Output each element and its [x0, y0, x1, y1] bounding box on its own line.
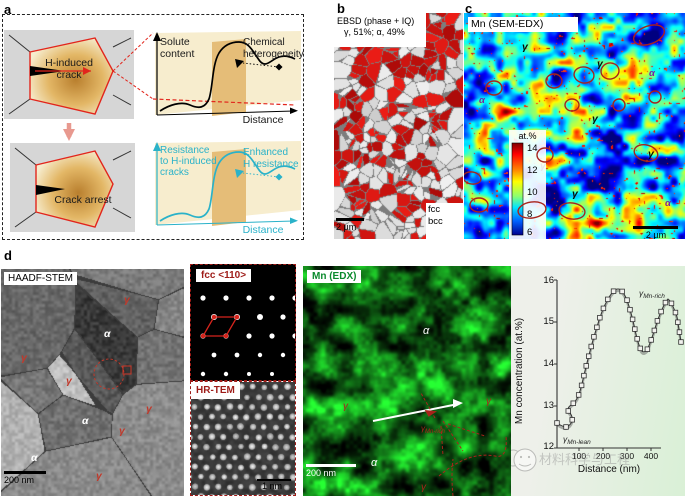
svg-text:400: 400	[644, 451, 658, 461]
svg-text:α: α	[423, 325, 430, 337]
svg-text:cracks: cracks	[160, 167, 189, 178]
svg-text:γ: γ	[343, 401, 349, 412]
svg-text:α: α	[31, 452, 38, 464]
svg-text:γMn-lean: γMn-lean	[563, 434, 591, 446]
svg-text:10: 10	[527, 187, 538, 198]
svg-text:H-induced: H-induced	[45, 57, 93, 69]
svg-text:γ: γ	[486, 396, 492, 407]
svg-text:γMn-rich: γMn-rich	[639, 288, 665, 300]
svg-text:Resistance: Resistance	[160, 145, 210, 156]
svg-text:content: content	[160, 48, 195, 60]
svg-text:γ: γ	[124, 294, 131, 306]
svg-text:Chemical: Chemical	[243, 37, 285, 48]
svg-text:材料科学与工程: 材料科学与工程	[539, 452, 630, 467]
svg-text:α: α	[371, 457, 378, 469]
svg-text:Crack arrest: Crack arrest	[54, 194, 111, 206]
svg-text:γ: γ	[66, 375, 73, 387]
svg-text:12: 12	[543, 441, 554, 452]
svg-text:Distance: Distance	[243, 224, 284, 236]
svg-text:13: 13	[543, 400, 554, 411]
svg-text:12: 12	[527, 165, 538, 176]
svg-text:heterogeneity: heterogeneity	[243, 49, 304, 60]
svg-text:14: 14	[543, 358, 554, 369]
svg-text:8: 8	[527, 209, 532, 220]
svg-text:15: 15	[543, 316, 554, 327]
svg-text:to H-induced: to H-induced	[160, 156, 217, 167]
svg-text:14: 14	[527, 143, 538, 154]
svg-text:Mn concentration (at.%): Mn concentration (at.%)	[514, 318, 525, 424]
svg-text:γ: γ	[96, 470, 103, 482]
svg-text:γ: γ	[119, 425, 126, 437]
svg-text:Enhanced: Enhanced	[243, 147, 288, 158]
svg-text:6: 6	[527, 227, 532, 238]
svg-text:H resistance: H resistance	[243, 159, 299, 170]
svg-text:α: α	[82, 415, 89, 427]
svg-text:γ: γ	[21, 352, 28, 364]
svg-text:Solute: Solute	[160, 36, 190, 48]
svg-text:γ: γ	[421, 482, 427, 493]
svg-text:Distance: Distance	[243, 114, 284, 126]
svg-text:α: α	[104, 328, 111, 340]
svg-text:16: 16	[543, 275, 554, 286]
svg-text:γ: γ	[146, 403, 153, 415]
